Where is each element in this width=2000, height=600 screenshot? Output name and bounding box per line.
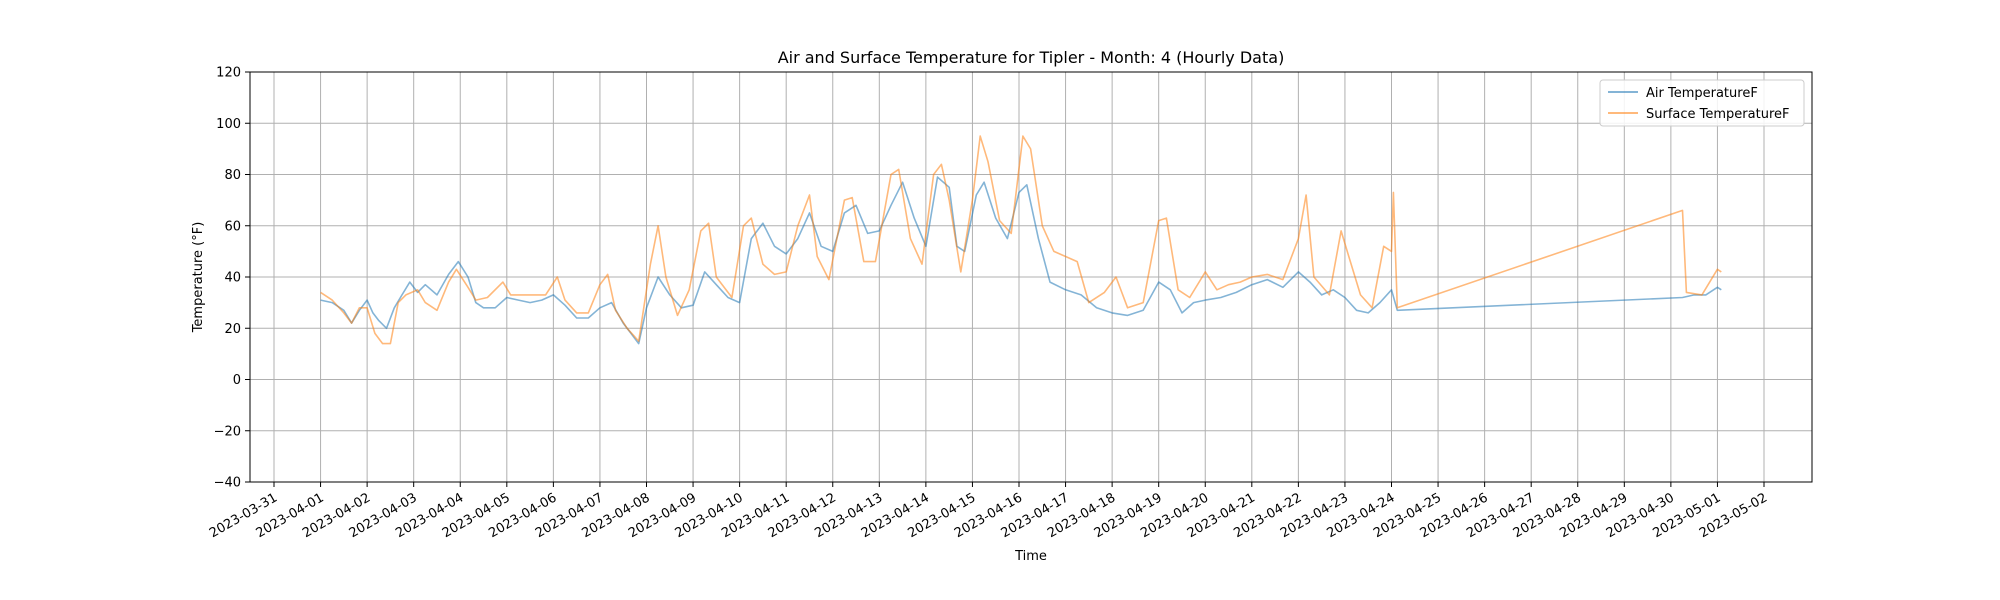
series-line-surface-temperature [320,135,1722,345]
y-tick-label: 80 [224,168,241,183]
grid [250,71,1812,483]
y-tick-label: −20 [214,424,241,439]
legend: Air TemperatureF Surface TemperatureF [1599,79,1805,127]
y-axis-label: Temperature (°F) [191,222,206,334]
x-axis-label: Time [1014,549,1047,564]
x-axis-ticks: 2023-03-312023-04-012023-04-022023-04-03… [207,482,1770,541]
plot-frame [249,71,1813,483]
y-tick-label: −40 [214,476,241,491]
series-line-air-temperature [320,176,1722,345]
y-tick-label: 120 [216,66,241,81]
y-tick-label: 20 [224,322,241,337]
legend-label-surface-temperature: Surface TemperatureF [1646,107,1789,122]
y-axis-ticks: −40 −20 0 20 40 60 80 100 120 [214,66,250,491]
series-group [320,135,1722,345]
legend-label-air-temperature: Air TemperatureF [1646,86,1758,101]
y-tick-label: 60 [224,219,241,234]
y-tick-label: 0 [233,373,241,388]
chart-title: Air and Surface Temperature for Tipler -… [778,48,1285,67]
y-tick-label: 100 [216,117,241,132]
y-tick-label: 40 [224,271,241,286]
legend-box [1599,79,1805,127]
